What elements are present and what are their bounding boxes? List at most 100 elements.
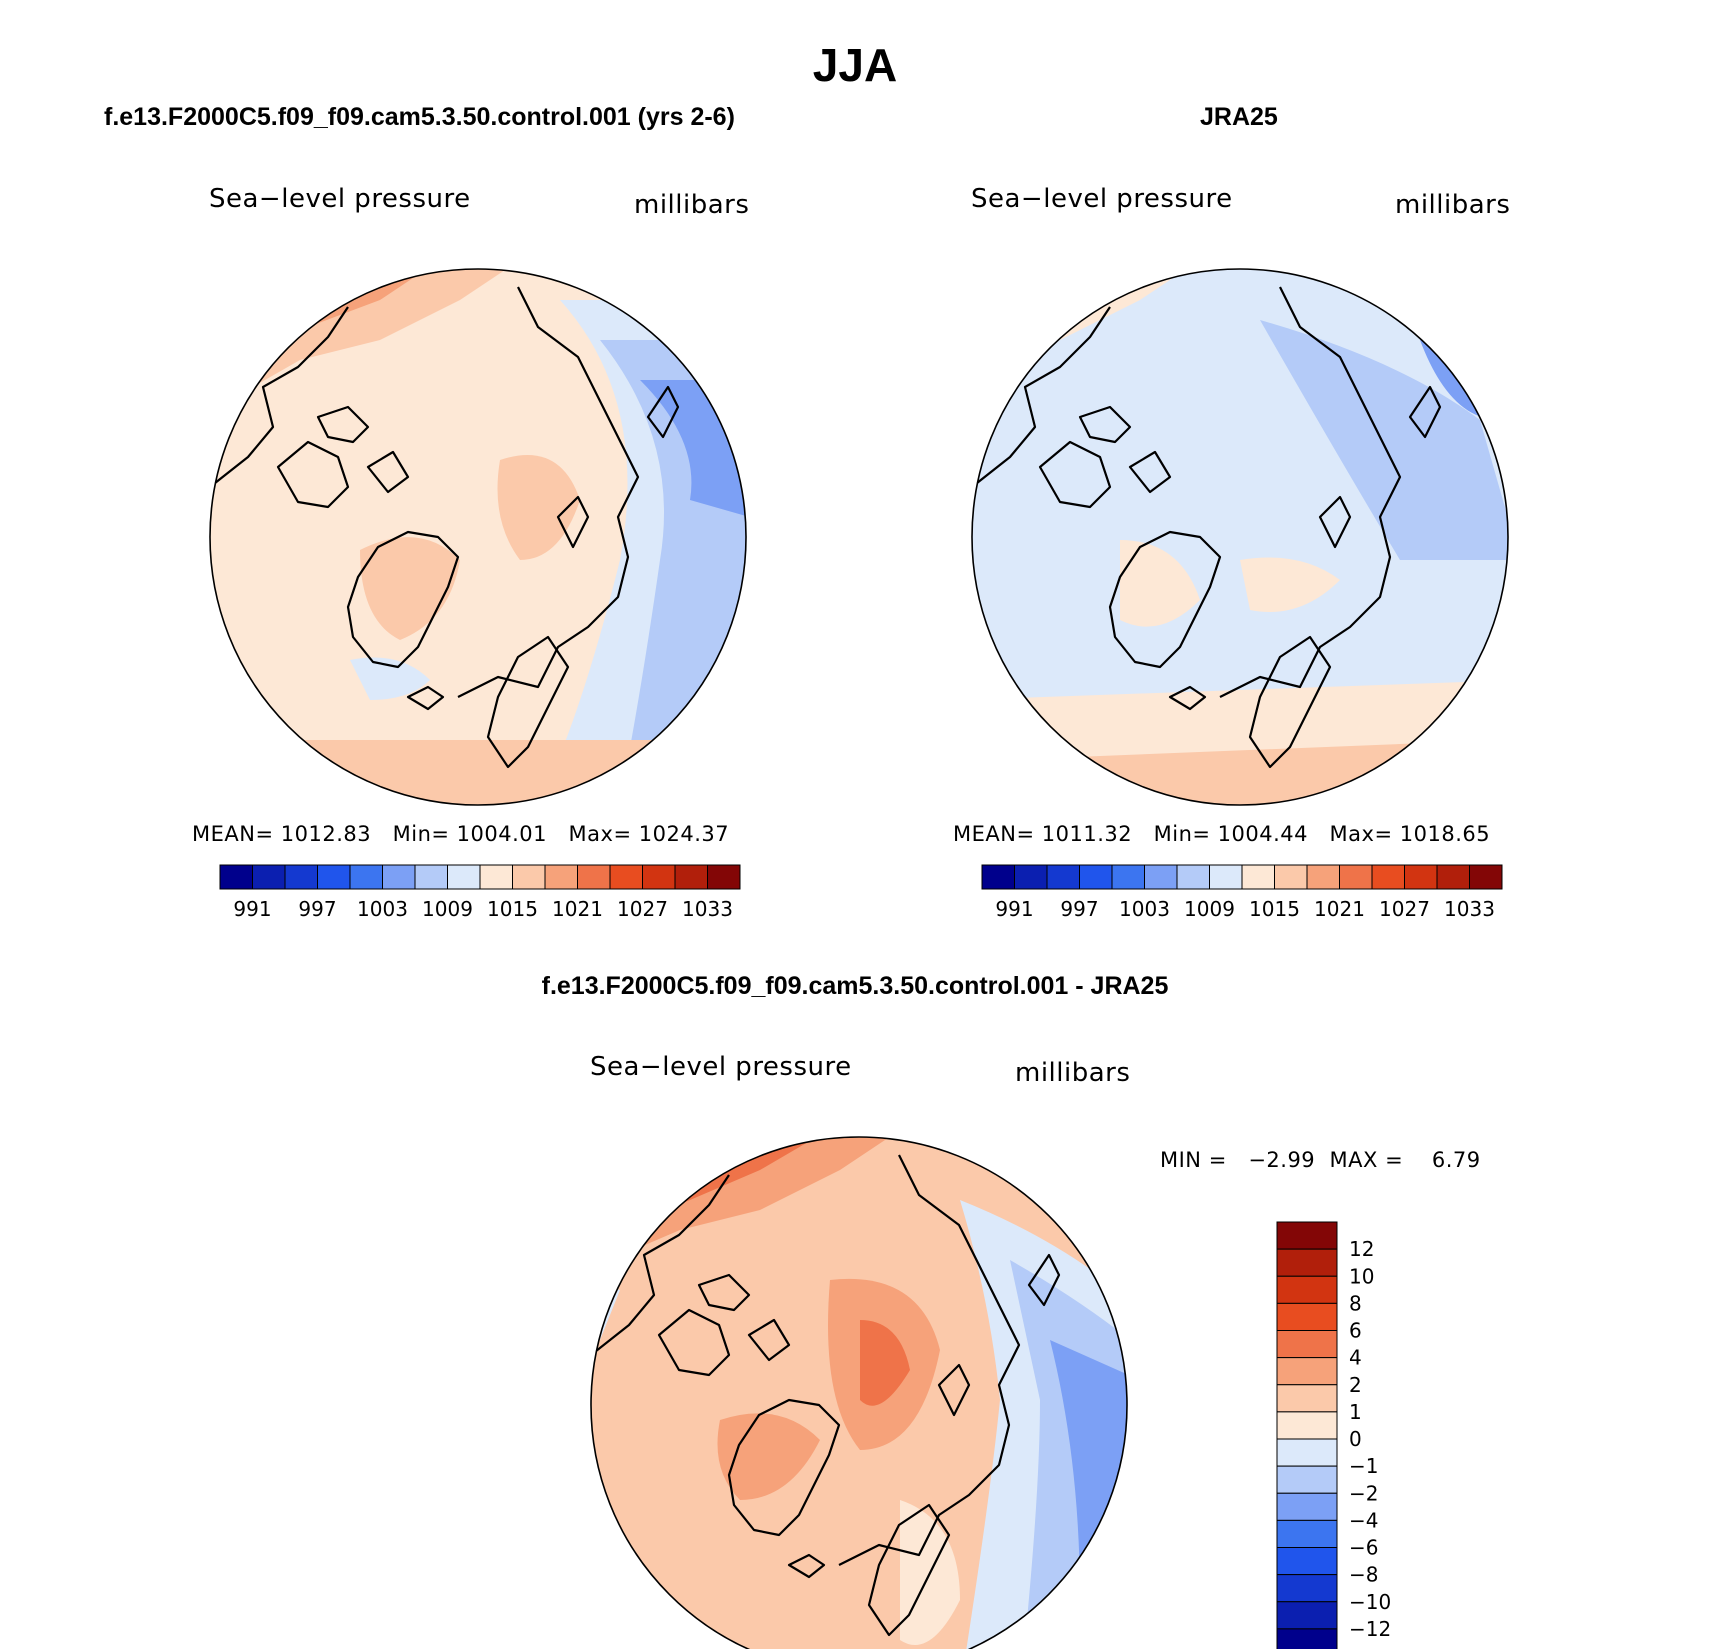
obs-colorbar-box [1176,864,1210,890]
diff-colorbar-box [1276,1574,1338,1603]
model-colorbar-box [544,864,578,890]
diff-colorbar-box [1276,1302,1338,1331]
diff-colorbar-tick-label: 8 [1349,1291,1362,1315]
model-max-value: 1024.37 [638,822,730,846]
model-stats: MEAN= 1012.83 Min= 1004.01 Max= 1024.37 [192,822,729,846]
diff-colorbar-box [1276,1384,1338,1413]
obs-colorbar: 991 997 1003 1009 1015 1021 1027 1033 [981,864,1503,921]
diff-colorbar-tick-label: −2 [1349,1481,1378,1505]
obs-colorbar-box [1469,864,1503,890]
diff-colorbar-tick-label: 12 [1349,1237,1374,1261]
obs-colorbar-box [1436,864,1470,890]
diff-colorbar-box [1276,1330,1338,1359]
obs-colorbar-tick-label: 1033 [1444,897,1495,921]
obs-colorbar-box [1111,864,1145,890]
obs-max-label: Max= [1329,822,1393,846]
obs-colorbar-box [1079,864,1113,890]
obs-colorbar-box [1241,864,1275,890]
model-colorbar-tick-label: 1009 [422,897,473,921]
model-colorbar-tick-label: 1027 [617,897,668,921]
obs-colorbar-box [1404,864,1438,890]
diff-colorbar-tick-label: −4 [1349,1508,1378,1532]
obs-colorbar-box [981,864,1015,890]
model-colorbar-box [447,864,481,890]
diff-colorbar-box [1276,1357,1338,1386]
model-colorbar-box [317,864,351,890]
model-colorbar-tick-label: 1033 [682,897,733,921]
model-variable-label: Sea−level pressure [209,184,471,214]
diff-colorbar-box [1276,1411,1338,1440]
diff-colorbar-tick-label: −10 [1349,1590,1391,1614]
diff-units-label: millibars [1015,1058,1131,1088]
model-colorbar-box [382,864,416,890]
model-colorbar-tick-label: 1003 [357,897,408,921]
diff-minmax: MIN = −2.99 MAX = 6.79 [1160,1148,1481,1172]
diff-colorbar-box [1276,1465,1338,1494]
obs-colorbar-tick-label: 1021 [1314,897,1365,921]
model-colorbar-tick-label: 1021 [552,897,603,921]
diff-colorbar-box [1276,1547,1338,1576]
obs-colorbar-tick-label: 1015 [1249,897,1300,921]
obs-colorbar-tick-label: 997 [1060,897,1098,921]
obs-mean-value: 1011.32 [1041,822,1133,846]
model-map [210,269,746,805]
obs-colorbar-box [1371,864,1405,890]
model-colorbar-box [252,864,286,890]
obs-colorbar-tick-label: 991 [995,897,1033,921]
model-colorbar-box [577,864,611,890]
obs-mean-label: MEAN= [953,822,1035,846]
obs-case-title: JRA25 [1200,103,1278,131]
model-case-title: f.e13.F2000C5.f09_f09.cam5.3.50.control.… [104,103,735,131]
model-colorbar-box [707,864,741,890]
diff-colorbar-tick-label: 4 [1349,1346,1362,1370]
obs-colorbar-box [1306,864,1340,890]
diff-colorbar-box [1276,1601,1338,1630]
diff-colorbar-tick-label: 1 [1349,1400,1362,1424]
diff-variable-label: Sea−level pressure [590,1052,852,1082]
obs-colorbar-tick-label: 1027 [1379,897,1430,921]
model-colorbar-box [349,864,383,890]
diff-colorbar-tick-label: 6 [1349,1319,1362,1343]
model-colorbar-tick-label: 991 [233,897,271,921]
model-colorbar-box [642,864,676,890]
obs-colorbar-box [1014,864,1048,890]
model-colorbar-box [284,864,318,890]
model-max-label: Max= [568,822,632,846]
model-colorbar-tick-label: 1015 [487,897,538,921]
obs-colorbar-box [1339,864,1373,890]
model-mean-label: MEAN= [192,822,274,846]
obs-colorbar-box [1046,864,1080,890]
diff-colorbar-box [1276,1438,1338,1467]
figure-title: JJA [812,39,898,91]
obs-units-label: millibars [1395,190,1511,220]
diff-colorbar-tick-label: 2 [1349,1373,1362,1397]
model-colorbar-box [609,864,643,890]
diff-colorbar-tick-label: 10 [1349,1264,1374,1288]
diff-colorbar-box [1276,1519,1338,1548]
diff-colorbar-box [1276,1221,1338,1250]
diff-colorbar-box [1276,1275,1338,1304]
model-units-label: millibars [634,190,750,220]
obs-colorbar-box [1274,864,1308,890]
diff-map [591,1137,1127,1649]
model-colorbar-box [219,864,253,890]
model-colorbar-box [512,864,546,890]
diff-case-title: f.e13.F2000C5.f09_f09.cam5.3.50.control.… [541,972,1169,1000]
obs-variable-label: Sea−level pressure [971,184,1233,214]
model-colorbar: 991 997 1003 1009 1015 1021 1027 1033 [219,864,741,921]
model-mean-value: 1012.83 [280,822,372,846]
obs-colorbar-tick-label: 1009 [1184,897,1235,921]
diff-colorbar-tick-label: −6 [1349,1536,1378,1560]
obs-max-value: 1018.65 [1399,822,1491,846]
model-min-value: 1004.01 [456,822,548,846]
diff-colorbar-box [1276,1248,1338,1277]
obs-colorbar-box [1209,864,1243,890]
obs-map [972,269,1508,805]
model-colorbar-box [674,864,708,890]
model-colorbar-box [414,864,448,890]
model-colorbar-tick-label: 997 [298,897,336,921]
obs-colorbar-tick-label: 1003 [1119,897,1170,921]
obs-min-value: 1004.44 [1217,822,1309,846]
